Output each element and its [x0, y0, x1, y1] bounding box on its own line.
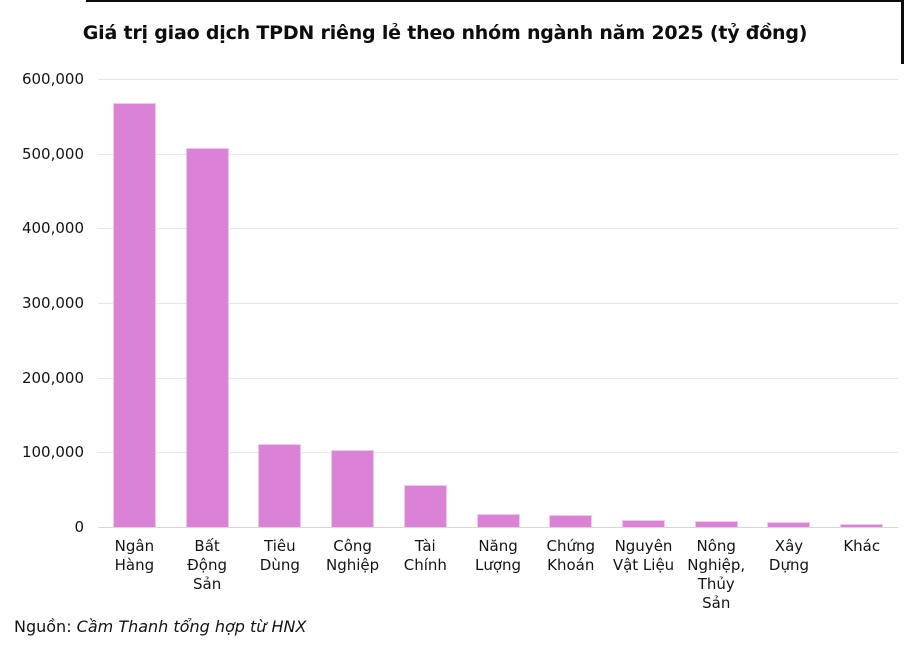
bar-column: [680, 79, 753, 527]
y-tick-label: 200,000: [21, 368, 84, 387]
y-tick-label: 100,000: [21, 443, 84, 462]
gridline: [98, 377, 898, 379]
bar-column: [98, 79, 171, 527]
bar-column: [607, 79, 680, 527]
source-text: Cầm Thanh tổng hợp từ HNX: [76, 617, 307, 636]
gridline: [98, 303, 898, 304]
plot-area: [98, 79, 898, 528]
bar-series: [98, 79, 898, 527]
bar-column: [389, 79, 462, 527]
x-tick-label: Khác: [843, 537, 881, 555]
chart-title: Giá trị giao dịch TPDN riêng lẻ theo nhó…: [82, 22, 808, 44]
bar-4: [403, 484, 447, 527]
x-tick-label: Bất Động Sản: [187, 537, 228, 593]
bar-7: [622, 520, 665, 527]
screenshot-edge-artifact-top: [86, 0, 904, 2]
bar-5: [476, 514, 520, 527]
y-tick-label: 500,000: [21, 144, 84, 163]
bar-column: [462, 79, 535, 527]
bar-column: [171, 79, 244, 527]
y-tick-label: 600,000: [21, 70, 84, 88]
x-tick-label: Năng Lượng: [475, 537, 522, 574]
bar-0: [112, 103, 156, 527]
gridline: [98, 153, 898, 155]
y-tick-label: 400,000: [21, 219, 84, 238]
y-tick-label: 300,000: [21, 294, 84, 312]
x-tick-label: Nông Nghiệp, Thủy Sản: [687, 537, 746, 612]
gridline: [98, 79, 898, 80]
x-tick-label: Nguyên Vật Liệu: [612, 537, 675, 574]
source-note: Nguồn: Cầm Thanh tổng hợp từ HNX: [14, 617, 306, 636]
bar-column: [753, 79, 826, 527]
x-tick-label: Xây Dựng: [768, 537, 810, 574]
source-prefix: Nguồn:: [14, 617, 77, 636]
bar-1: [185, 148, 229, 527]
x-tick-label: Chứng Khoán: [546, 537, 596, 574]
bar-2: [258, 443, 302, 527]
bar-8: [694, 520, 738, 527]
bar-column: [534, 79, 607, 527]
y-tick-label: 0: [74, 518, 84, 536]
gridline: [98, 228, 898, 230]
bar-6: [549, 514, 593, 527]
x-tick-label: Ngân Hàng: [114, 537, 155, 574]
bar-column: [316, 79, 389, 527]
gridline: [98, 452, 898, 454]
bar-column: [825, 79, 898, 527]
bar-10: [840, 523, 884, 527]
bar-9: [767, 522, 811, 527]
screenshot-edge-artifact-right: [901, 0, 904, 64]
x-tick-label: Công Nghiệp: [325, 537, 380, 574]
bar-column: [243, 79, 316, 527]
x-tick-label: Tài Chính: [403, 537, 447, 574]
x-tick-label: Tiêu Dùng: [259, 537, 300, 574]
gridline: [98, 527, 898, 528]
bar-3: [331, 449, 375, 527]
x-axis-labels: Ngân Hàng Bất Động Sản Tiêu Dùng Công Nghiệp Tài C…: [98, 537, 898, 613]
